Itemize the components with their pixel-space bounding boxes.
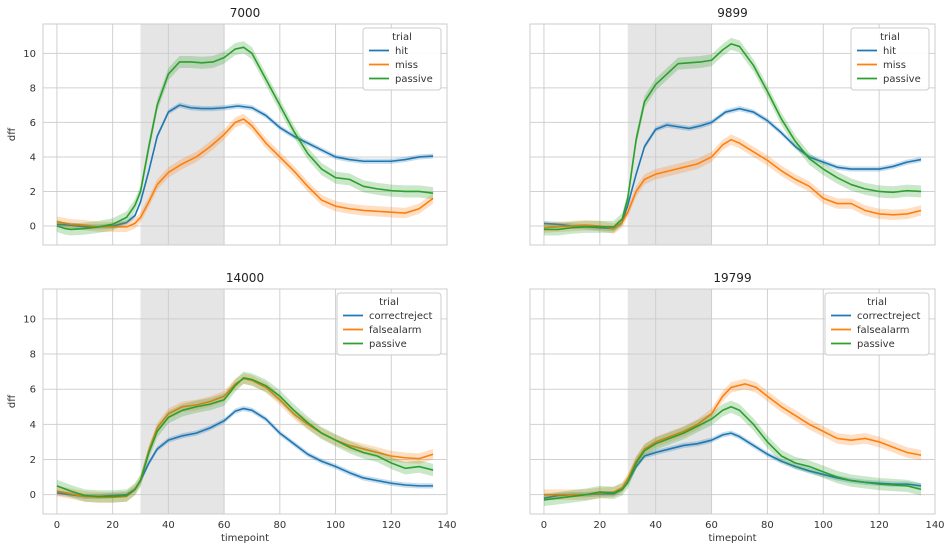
- y-axis-label: dff: [7, 394, 18, 408]
- series-line-passive: [543, 405, 922, 501]
- y-tick-label: 2: [30, 187, 36, 198]
- subplot-title: 14000: [226, 271, 264, 285]
- x-tick-label: 120: [382, 520, 401, 531]
- y-tick-label: 6: [30, 118, 36, 129]
- legend-label-hit: hit: [395, 46, 408, 57]
- legend: trial correctreject falsealarm passive: [824, 292, 930, 356]
- series-line-miss: [56, 118, 434, 228]
- x-tick-label: 60: [218, 520, 231, 531]
- x-tick-label: 40: [162, 520, 175, 531]
- x-tick-label: 0: [541, 520, 547, 531]
- x-axis-label: timepoint: [708, 533, 756, 544]
- y-tick-label: 10: [23, 314, 36, 325]
- legend-label-passive: passive: [883, 74, 921, 85]
- series-line-falsealarm: [543, 383, 922, 496]
- y-tick-label: 10: [23, 49, 36, 60]
- subplot-title: 7000: [230, 6, 261, 20]
- ci-band-miss: [56, 113, 434, 233]
- legend-box: [362, 27, 442, 91]
- plot-frame: [529, 288, 936, 515]
- subplot-3: 0 20 40 60 80 100 120 140 timepoint 0 2 4 6 8 10 dff 140…: [7, 271, 457, 544]
- legend-label-hit: hit: [883, 46, 896, 57]
- plot-frame: [42, 23, 448, 246]
- legend-title: trial: [379, 297, 399, 308]
- subplot-1: 0 2 4 6 8 10 dff 7000 trial hit miss passive: [7, 6, 448, 246]
- y-tick-label: 4: [30, 420, 36, 431]
- subplot-4: 0 20 40 60 80 100 120 140 timepoint 19799 trial cor…: [529, 271, 945, 544]
- y-tick-label: 8: [30, 83, 36, 94]
- legend: trial hit miss passive: [362, 27, 442, 91]
- x-tick-label: 120: [870, 520, 889, 531]
- legend-label-miss: miss: [883, 60, 906, 71]
- x-tick-label: 140: [437, 520, 456, 531]
- legend-title: trial: [392, 32, 412, 43]
- stimulus-window: [627, 289, 712, 514]
- series-line-falsealarm: [56, 377, 434, 499]
- legend-label-falsealarm: falsealarm: [369, 325, 422, 336]
- series-line-passive: [56, 376, 434, 498]
- x-tick-label: 100: [326, 520, 345, 531]
- x-tick-label: 40: [649, 520, 662, 531]
- subplot-2: 9899 trial hit miss passive: [529, 6, 936, 246]
- legend-title: trial: [880, 32, 900, 43]
- legend: trial hit miss passive: [850, 27, 930, 91]
- y-tick-label: 0: [30, 490, 36, 501]
- plot-frame: [42, 288, 448, 515]
- y-tick-label: 8: [30, 350, 36, 361]
- ci-band-correctreject: [543, 430, 922, 501]
- legend-label-passive: passive: [369, 339, 407, 350]
- x-tick-label: 60: [705, 520, 718, 531]
- x-tick-label: 80: [273, 520, 286, 531]
- legend-label-passive: passive: [395, 74, 433, 85]
- x-tick-label: 0: [54, 520, 60, 531]
- legend-label-correctreject: correctreject: [857, 311, 920, 322]
- legend-label-miss: miss: [395, 60, 418, 71]
- series-line-passive: [56, 46, 434, 231]
- legend-label-passive: passive: [857, 339, 895, 350]
- y-tick-label: 4: [30, 152, 36, 163]
- legend: trial correctreject falsealarm passive: [336, 292, 442, 356]
- x-tick-label: 140: [925, 520, 944, 531]
- x-tick-label: 20: [593, 520, 606, 531]
- subplot-title: 9899: [717, 6, 748, 20]
- ci-band-miss: [543, 134, 922, 234]
- y-tick-label: 6: [30, 385, 36, 396]
- x-tick-label: 100: [814, 520, 833, 531]
- series-line-miss: [543, 138, 922, 230]
- legend-title: trial: [867, 297, 887, 308]
- subplot-title: 19799: [713, 271, 751, 285]
- y-tick-label: 2: [30, 455, 36, 466]
- legend-label-falsealarm: falsealarm: [857, 325, 910, 336]
- x-tick-label: 80: [761, 520, 774, 531]
- stimulus-window: [627, 24, 712, 245]
- stimulus-window: [140, 24, 225, 245]
- x-tick-label: 20: [106, 520, 119, 531]
- legend-box: [850, 27, 930, 91]
- legend-label-correctreject: correctreject: [369, 311, 432, 322]
- legend-box: [824, 292, 930, 356]
- x-axis-label: timepoint: [221, 533, 269, 544]
- series-line-passive: [543, 43, 922, 231]
- plot-frame: [529, 23, 936, 246]
- y-tick-label: 0: [30, 222, 36, 233]
- y-axis-label: dff: [7, 127, 18, 141]
- series-line-hit: [56, 104, 434, 228]
- legend-box: [336, 292, 442, 356]
